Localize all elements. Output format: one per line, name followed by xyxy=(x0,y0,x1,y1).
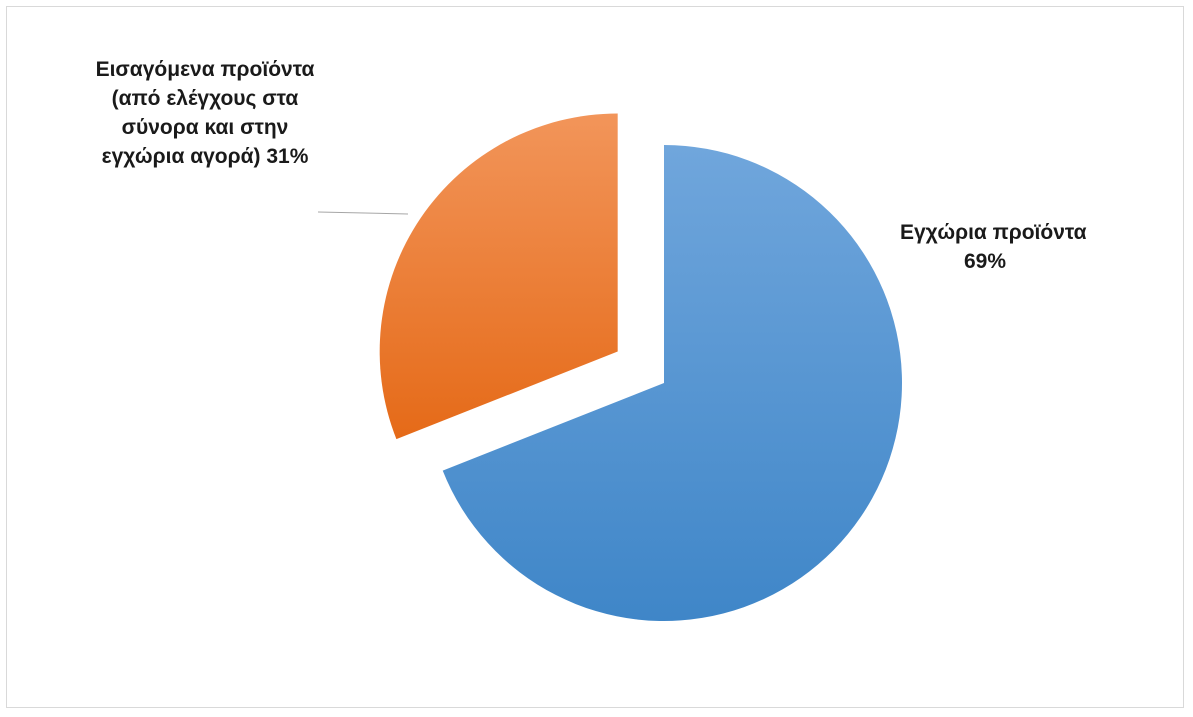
data-label-imported-line-1: Εισαγόμενα προϊόντα xyxy=(95,58,315,81)
pie-slice-imported xyxy=(379,113,618,440)
data-label-imported-line-2: (από ελέγχους στα xyxy=(111,87,299,110)
data-label-domestic-value: 69% xyxy=(963,250,1007,273)
data-label-imported-line-3: σύνορα και στην xyxy=(121,116,289,139)
pie-slice-domestic xyxy=(442,145,903,622)
data-label-domestic: Εγχώρια προϊόντα 69% xyxy=(900,218,1087,276)
data-label-imported-line-4: εγχώρια αγορά) 31% xyxy=(101,145,309,168)
leader-line xyxy=(317,211,409,215)
data-label-domestic-name: Εγχώρια προϊόντα xyxy=(900,221,1087,244)
data-label-imported: Εισαγόμενα προϊόντα (από ελέγχους στα σύ… xyxy=(60,55,350,171)
